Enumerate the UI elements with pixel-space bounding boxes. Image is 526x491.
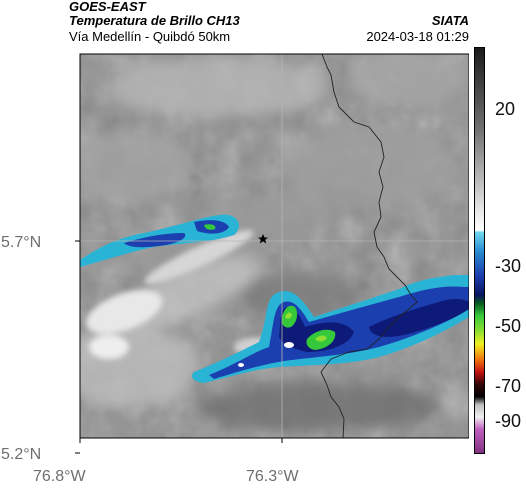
colorbar-scale	[474, 47, 485, 454]
lat-tick-label: 5.2°N	[1, 446, 42, 463]
lat-tick-label: 5.7°N	[1, 234, 42, 251]
organization-label: SIATA	[431, 13, 469, 28]
product-title: Temperatura de Brillo CH13	[69, 13, 240, 28]
axis-ticks	[75, 240, 283, 454]
colorbar	[474, 47, 485, 454]
region-subtitle: Vía Medellín - Quibdó 50km	[69, 29, 231, 44]
map-canvas	[69, 47, 470, 454]
lon-tick-label: 76.3°W	[246, 468, 299, 485]
graticule	[80, 54, 469, 438]
lon-tick-label: 76.8°W	[33, 468, 86, 485]
brightness-temperature-field	[80, 54, 469, 438]
department-border	[320, 54, 418, 438]
colorbar-tick-label: -90	[495, 411, 522, 431]
colorbar-tick-label: -30	[495, 256, 522, 276]
satellite-map[interactable]	[69, 47, 470, 454]
satellite-title: GOES-EAST	[69, 0, 146, 14]
colorbar-tick-label: -50	[495, 316, 522, 336]
colorbar-tick-label: 20	[495, 99, 516, 119]
timestamp-label: 2024-03-18 01:29	[366, 29, 469, 44]
star-icon[interactable]	[258, 234, 268, 244]
colorbar-tick-label: -70	[495, 376, 522, 396]
